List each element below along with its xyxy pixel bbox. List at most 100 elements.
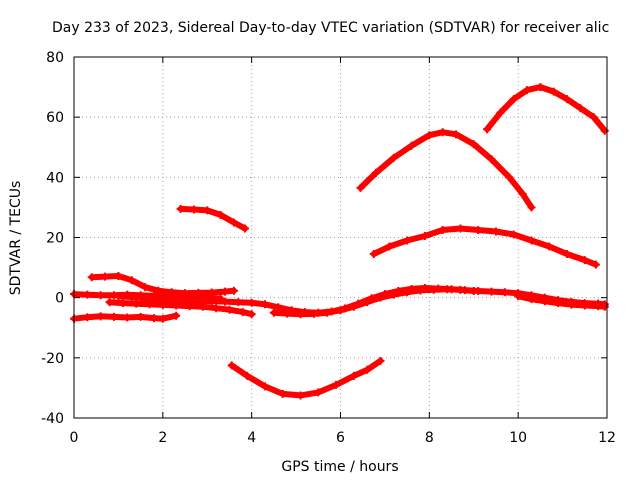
- data-point: [580, 256, 589, 265]
- data-point: [212, 304, 221, 313]
- data-point: [376, 293, 385, 302]
- data-point: [149, 314, 158, 323]
- data-point: [389, 290, 398, 299]
- data-point: [296, 391, 305, 400]
- data-point: [425, 131, 434, 140]
- series-track-1: [483, 83, 609, 135]
- x-tick-label: 0: [70, 430, 79, 446]
- data-point: [87, 273, 96, 282]
- x-tick-label: 8: [425, 430, 434, 446]
- y-tick-label: -40: [41, 411, 64, 427]
- data-point: [114, 292, 123, 301]
- data-point: [389, 153, 398, 162]
- data-point: [469, 287, 478, 296]
- data-point: [505, 173, 514, 182]
- y-tick-label: 80: [46, 50, 64, 66]
- x-tick-label: 2: [158, 430, 167, 446]
- series-track-9: [105, 298, 256, 319]
- data-point: [591, 260, 600, 269]
- data-point: [96, 312, 105, 321]
- data-point: [114, 272, 123, 281]
- series-track-2: [356, 128, 536, 212]
- data-series: [70, 83, 609, 400]
- data-point: [576, 104, 585, 113]
- data-point: [509, 95, 518, 104]
- data-point: [83, 290, 92, 299]
- data-point: [181, 296, 190, 305]
- data-point: [474, 225, 483, 234]
- data-point: [309, 309, 318, 318]
- data-point: [456, 224, 465, 233]
- data-point: [185, 302, 194, 311]
- series-track-11: [269, 285, 478, 319]
- data-point: [225, 305, 234, 314]
- x-tick-label: 4: [247, 430, 256, 446]
- data-point: [496, 108, 505, 117]
- data-point: [500, 288, 509, 297]
- data-point: [154, 294, 163, 303]
- data-point: [127, 293, 136, 302]
- data-point: [523, 86, 532, 95]
- data-point: [260, 382, 269, 391]
- series-track-3: [369, 224, 600, 269]
- y-tick-label: -20: [41, 351, 64, 367]
- data-point: [403, 288, 412, 297]
- data-point: [109, 312, 118, 321]
- data-point: [176, 204, 185, 213]
- data-point: [540, 297, 549, 306]
- data-point: [438, 128, 447, 137]
- data-point: [483, 125, 492, 134]
- series-line: [228, 357, 384, 399]
- data-point: [563, 95, 572, 104]
- data-point: [229, 218, 238, 227]
- data-point: [429, 285, 438, 294]
- data-point: [527, 203, 536, 212]
- data-point: [323, 308, 332, 317]
- data-point: [203, 206, 212, 215]
- y-tick-label: 0: [55, 291, 64, 307]
- data-point: [356, 183, 365, 192]
- data-point: [407, 141, 416, 150]
- data-point: [136, 312, 145, 321]
- data-point: [549, 87, 558, 96]
- x-axis-label: GPS time / hours: [281, 459, 398, 475]
- x-tick-label: 10: [509, 430, 527, 446]
- data-point: [123, 313, 132, 322]
- series-track-4: [176, 204, 250, 233]
- data-point: [403, 236, 412, 245]
- data-point: [278, 389, 287, 398]
- data-point: [469, 140, 478, 149]
- data-point: [451, 130, 460, 139]
- axis-ticks: 0 2 4 6 8 10 12 -40 -20 0 20 40 60 80: [41, 50, 616, 446]
- data-point: [243, 371, 252, 380]
- data-point: [563, 250, 572, 259]
- data-point: [416, 286, 425, 295]
- data-point: [207, 297, 216, 306]
- data-point: [385, 242, 394, 251]
- data-point: [456, 285, 465, 294]
- series-line: [484, 84, 608, 134]
- data-point: [247, 298, 256, 307]
- data-point: [221, 297, 230, 306]
- data-point: [545, 242, 554, 251]
- y-axis-label: SDTVAR / TECUs: [8, 181, 24, 296]
- data-point: [491, 227, 500, 236]
- data-point: [127, 276, 136, 285]
- data-point: [158, 300, 167, 309]
- data-point: [438, 225, 447, 234]
- data-point: [420, 231, 429, 240]
- data-point: [132, 299, 141, 308]
- data-point: [372, 168, 381, 177]
- data-point: [518, 189, 527, 198]
- data-point: [227, 361, 236, 370]
- data-point: [580, 301, 589, 310]
- series-line: [357, 129, 535, 211]
- data-point: [216, 210, 225, 219]
- data-point: [189, 205, 198, 214]
- data-point: [241, 224, 250, 233]
- data-point: [260, 300, 269, 309]
- data-point: [487, 287, 496, 296]
- data-point: [172, 301, 181, 310]
